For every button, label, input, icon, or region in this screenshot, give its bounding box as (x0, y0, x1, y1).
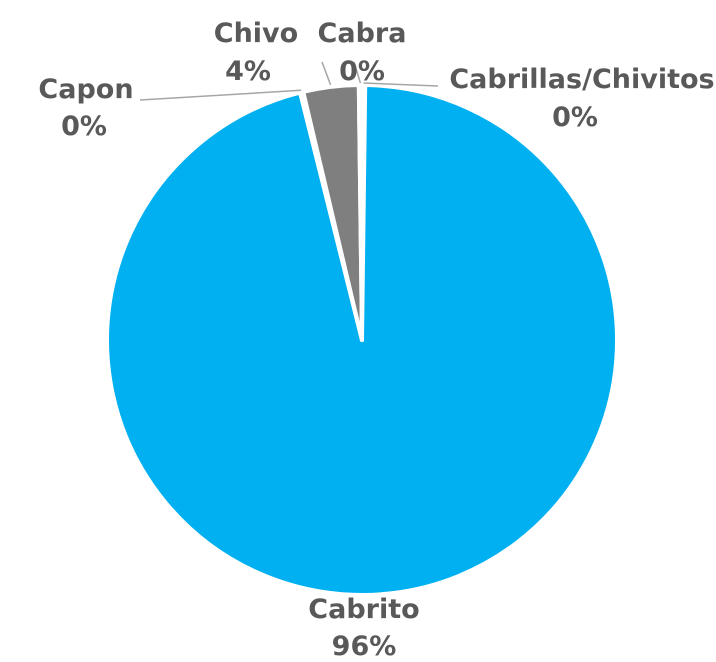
label-capon: Capon (38, 74, 133, 105)
label-chivo: Chivo (214, 18, 298, 49)
leader-lines (139, 61, 439, 101)
leader-line-chivo (321, 61, 332, 86)
label-cabrito: Cabrito (308, 594, 419, 625)
pie-slice-cabra (356, 82, 364, 342)
percent-chivo: 4% (225, 56, 271, 87)
leader-line-cabrillas-chivitos (363, 82, 439, 87)
pie-slices (105, 82, 620, 597)
leader-line-capon (139, 89, 302, 101)
label-cabrillas-chivitos: Cabrillas/Chivitos (449, 64, 714, 95)
slice-labels: Cabrillas/Chivitos 0% Cabrito 96% Capon … (38, 18, 714, 662)
percent-cabrito: 96% (332, 631, 397, 662)
percent-cabrillas-chivitos: 0% (552, 102, 598, 133)
percent-cabra: 0% (339, 56, 385, 87)
label-cabra: Cabra (318, 18, 407, 49)
leader-line-cabra (353, 61, 362, 84)
percent-capon: 0% (61, 111, 107, 142)
